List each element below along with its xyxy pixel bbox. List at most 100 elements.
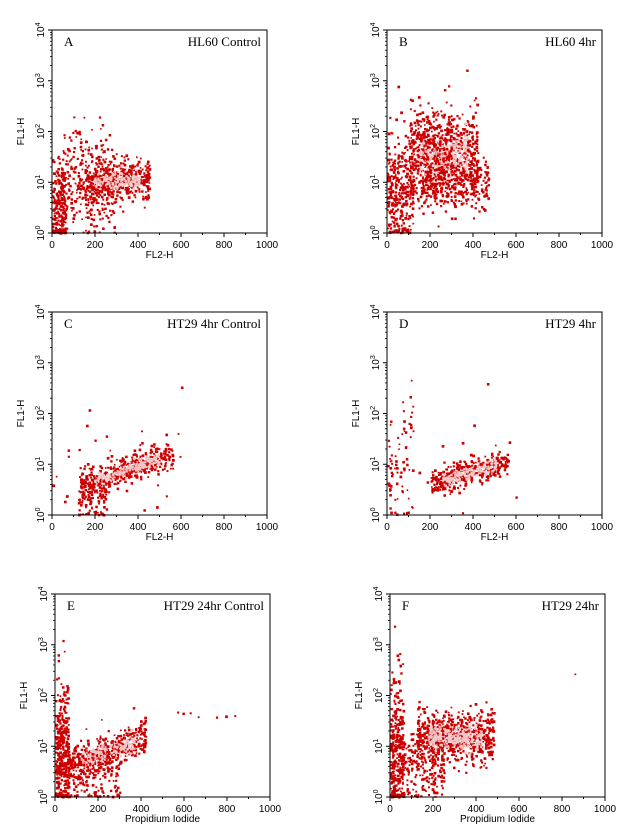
data-point — [454, 173, 458, 177]
data-point — [461, 152, 463, 155]
data-point — [70, 202, 73, 205]
data-point — [396, 467, 399, 470]
data-point — [435, 134, 438, 137]
data-point — [398, 192, 400, 194]
data-point — [109, 176, 112, 179]
data-point — [130, 180, 133, 184]
data-point — [127, 726, 130, 729]
data-point — [100, 190, 104, 194]
data-point — [424, 173, 428, 176]
data-point — [409, 130, 413, 133]
data-point — [407, 136, 410, 139]
data-point — [487, 471, 490, 474]
data-point — [63, 749, 66, 752]
data-point — [106, 185, 108, 187]
data-point — [63, 771, 67, 775]
data-point — [90, 196, 92, 199]
data-point — [138, 448, 142, 452]
data-point — [495, 466, 497, 469]
data-point — [446, 131, 449, 134]
data-point — [56, 171, 59, 174]
data-point — [114, 469, 118, 473]
data-point — [85, 229, 87, 232]
data-point — [119, 205, 122, 208]
data-point — [55, 736, 58, 739]
data-point — [392, 161, 396, 164]
data-point — [135, 731, 137, 734]
data-point — [402, 467, 406, 471]
data-point — [460, 478, 463, 481]
y-tick-label: 104 — [370, 22, 382, 37]
data-point — [96, 189, 99, 192]
data-point — [392, 212, 396, 216]
data-point — [135, 469, 138, 472]
data-point — [102, 168, 106, 172]
data-point — [153, 446, 156, 448]
data-point — [473, 169, 476, 172]
data-point — [97, 182, 100, 185]
data-point — [63, 176, 65, 178]
data-point — [155, 450, 158, 454]
data-point — [423, 151, 427, 154]
data-point — [116, 180, 119, 183]
data-point — [440, 174, 443, 177]
data-point — [102, 167, 105, 170]
data-point — [484, 188, 487, 191]
data-point — [433, 120, 435, 123]
data-point — [448, 144, 451, 147]
data-point — [134, 184, 137, 187]
data-point — [476, 160, 480, 164]
data-point — [478, 193, 481, 195]
data-point — [442, 202, 445, 205]
data-point — [95, 163, 98, 166]
data-point — [95, 186, 98, 189]
data-point — [92, 218, 96, 222]
data-point — [412, 162, 415, 166]
data-point — [451, 166, 454, 169]
data-point — [83, 467, 86, 471]
data-point — [83, 767, 86, 770]
data-point — [418, 137, 422, 140]
data-point — [87, 164, 90, 167]
data-point — [456, 472, 459, 475]
data-point — [166, 444, 170, 447]
data-point — [432, 178, 434, 181]
data-point — [416, 154, 420, 157]
data-point — [421, 148, 425, 152]
data-point — [442, 153, 444, 155]
data-point — [55, 228, 58, 231]
data-point — [53, 212, 56, 215]
data-point — [116, 458, 118, 461]
data-point — [55, 182, 58, 185]
data-point — [143, 172, 146, 175]
data-point — [481, 476, 483, 479]
data-point — [456, 164, 459, 167]
data-point — [93, 187, 96, 190]
data-point — [470, 476, 474, 479]
data-point — [52, 217, 55, 220]
data-point — [411, 161, 414, 164]
data-point — [104, 467, 107, 469]
data-point — [76, 184, 80, 188]
data-point — [419, 134, 423, 138]
data-point — [395, 209, 398, 213]
data-point — [454, 471, 457, 474]
data-point — [491, 470, 494, 473]
data-point — [56, 781, 59, 784]
data-point — [482, 190, 485, 194]
data-point — [134, 173, 138, 176]
data-point — [462, 128, 465, 131]
panel-letter: C — [64, 316, 73, 331]
data-point — [75, 211, 78, 214]
data-point — [425, 152, 428, 156]
data-point — [138, 752, 141, 755]
data-point — [406, 463, 409, 467]
data-point — [65, 721, 68, 725]
data-point — [91, 147, 93, 150]
data-point — [103, 495, 107, 499]
data-point — [145, 176, 148, 179]
data-point — [411, 165, 414, 168]
data-point — [389, 194, 392, 197]
data-point — [90, 476, 93, 479]
data-point — [109, 163, 112, 165]
